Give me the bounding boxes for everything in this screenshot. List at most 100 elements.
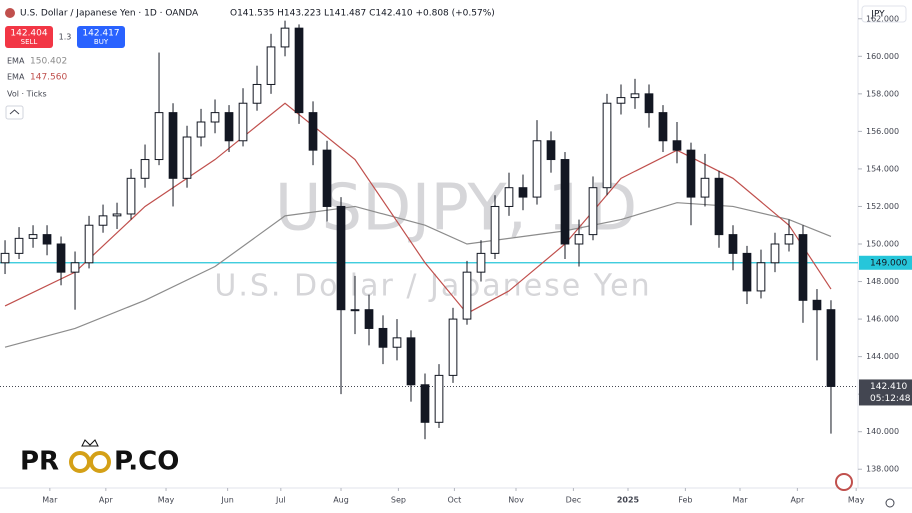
y-tick-label: 150.000 [866, 240, 899, 249]
x-tick-label: May [848, 496, 865, 505]
candle-body [56, 243, 66, 273]
y-tick-label: 148.000 [866, 277, 899, 286]
candle-body [392, 337, 402, 348]
candle-body [14, 237, 24, 254]
legend-value: 147.560 [30, 73, 67, 83]
x-tick-label: Aug [333, 496, 349, 505]
countdown: 05:12:48 [870, 394, 911, 404]
candle-body [574, 234, 584, 245]
legend-name: EMA [7, 73, 25, 82]
candle-body [602, 102, 612, 189]
candle-body [434, 374, 444, 423]
candle-body [686, 149, 696, 198]
x-tick-label: Mar [42, 496, 58, 505]
chevron-icon [9, 109, 20, 115]
candle-body [714, 177, 724, 236]
candle-body [224, 112, 234, 142]
candle-body [350, 309, 360, 312]
candle-body [182, 136, 192, 179]
candle-body [784, 234, 794, 245]
candle-body [0, 252, 10, 264]
y-tick-label: 160.000 [866, 52, 899, 61]
y-tick-label: 162.000 [866, 14, 899, 23]
x-tick-label: Sep [391, 496, 406, 505]
y-tick-label: 138.000 [866, 465, 899, 474]
buy-button[interactable] [77, 26, 125, 48]
x-tick-label: Oct [447, 496, 461, 505]
candle-body [644, 93, 654, 114]
legend: EMA 150.402 EMA 147.560 [7, 57, 67, 83]
candle-body [728, 234, 738, 254]
x-tick-label: Feb [678, 496, 692, 505]
sell-label: SELL [21, 38, 38, 46]
y-tick-label: 146.000 [866, 315, 899, 324]
x-tick-label: Nov [508, 496, 524, 505]
currency: JPY [870, 10, 885, 20]
candle-body [266, 46, 276, 85]
spread: 1.3 [59, 33, 72, 42]
buy-label: BUY [94, 38, 109, 46]
candle-body [210, 112, 220, 123]
price-label: 142.410 [870, 382, 907, 392]
candle-body [798, 234, 808, 301]
candle-body [84, 224, 94, 264]
logo-crown [81, 439, 99, 447]
price-label-bg [859, 379, 912, 406]
candle-body [126, 177, 136, 215]
candle-body [98, 215, 108, 226]
candle-body [448, 318, 458, 376]
volume-label: Vol · Ticks [7, 90, 47, 99]
price-label: 149.000 [870, 258, 907, 268]
candle-body [630, 93, 640, 99]
candle-body [378, 327, 388, 348]
candle-body [28, 234, 38, 239]
buy-price: 142.417 [82, 29, 119, 39]
symbol-title: U.S. Dollar / Japanese Yen · 1D · OANDA [20, 9, 199, 19]
event-icon[interactable] [835, 473, 853, 491]
price-label-bg [859, 255, 912, 270]
y-tick-label: 156.000 [866, 127, 899, 136]
candle-body [406, 337, 416, 386]
collapse-button[interactable] [5, 105, 24, 120]
candle-body [476, 252, 486, 273]
x-tick-label: Jun [220, 496, 234, 505]
candle-body [826, 309, 836, 387]
settings-icon[interactable] [885, 498, 895, 508]
candle-body [168, 112, 178, 179]
logo-text: P.CO [114, 447, 179, 477]
watermark: U.S. Dollar / Japanese Yen [214, 269, 651, 304]
candle-body [322, 149, 332, 207]
legend-name: EMA [7, 57, 25, 66]
candle-body [154, 112, 164, 161]
currency-box[interactable] [861, 5, 907, 23]
candle-body [308, 112, 318, 151]
candle-body [42, 234, 52, 245]
candle-body [742, 252, 752, 292]
candle-body [294, 27, 304, 114]
candle-body [70, 262, 80, 273]
sell-price: 142.404 [10, 29, 47, 39]
logo-eye [89, 451, 111, 473]
ema-line [4, 202, 832, 348]
candle-body [812, 299, 822, 311]
sell-button[interactable] [5, 26, 53, 48]
flag-icon [5, 8, 15, 18]
candle-body [280, 27, 290, 48]
ohlc-text: O141.535 H143.223 L141.487 C142.410 +0.8… [230, 9, 495, 19]
y-tick-label: 154.000 [866, 164, 899, 173]
y-tick-label: 144.000 [866, 352, 899, 361]
candle-body [112, 213, 122, 217]
x-tick-label: Apr [99, 496, 114, 505]
candle-body [546, 140, 556, 161]
candle-body [252, 83, 262, 104]
candle-body [560, 159, 570, 245]
y-tick-label: 158.000 [866, 89, 899, 98]
x-tick-label: 2025 [617, 496, 640, 505]
candle-body [420, 384, 430, 423]
candle-body [616, 97, 626, 104]
candle-body [532, 140, 542, 198]
candle-body [504, 187, 514, 207]
candle-body [588, 187, 598, 236]
